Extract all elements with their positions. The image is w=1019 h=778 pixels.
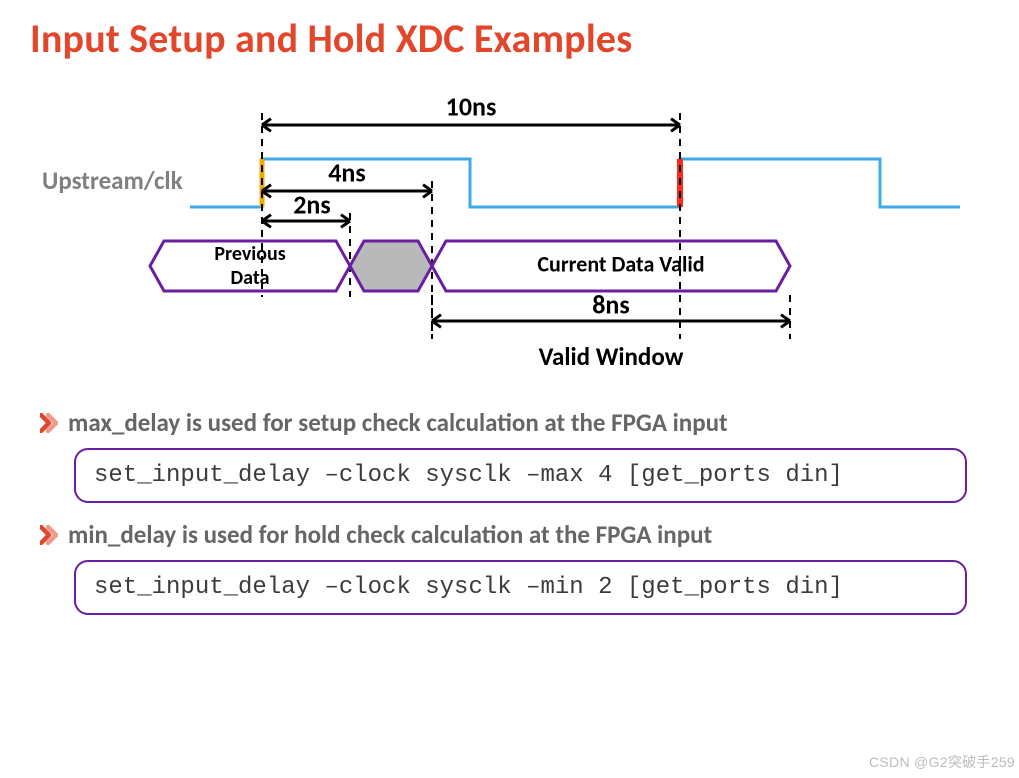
code-box-min: set_input_delay –clock sysclk –min 2 [ge… bbox=[74, 560, 967, 615]
svg-text:10ns: 10ns bbox=[446, 90, 497, 122]
bullet-text: max_delay is used for setup check calcul… bbox=[68, 407, 728, 438]
chevron-right-icon bbox=[40, 525, 58, 545]
timing-diagram-svg: Upstream/clk 10ns 4ns2ns PreviousData Curren… bbox=[30, 79, 990, 389]
watermark: CSDN @G2突破手259 bbox=[869, 752, 1015, 772]
svg-text:2ns: 2ns bbox=[293, 188, 331, 220]
svg-text:Current Data Valid: Current Data Valid bbox=[537, 250, 704, 277]
chevron-right-icon bbox=[40, 413, 58, 433]
code-box-max: set_input_delay –clock sysclk –max 4 [ge… bbox=[74, 448, 967, 503]
svg-text:4ns: 4ns bbox=[328, 156, 366, 188]
svg-text:Previous: Previous bbox=[214, 242, 285, 266]
page: Input Setup and Hold XDC Examples Upstre… bbox=[0, 0, 1019, 778]
timing-diagram: Upstream/clk 10ns 4ns2ns PreviousData Curren… bbox=[30, 79, 991, 389]
svg-text:8ns: 8ns bbox=[592, 288, 630, 320]
svg-text:Upstream/clk: Upstream/clk bbox=[42, 165, 183, 196]
svg-text:Valid Window: Valid Window bbox=[539, 341, 684, 372]
bullet-min-delay: min_delay is used for hold check calcula… bbox=[40, 519, 991, 550]
bullet-max-delay: max_delay is used for setup check calcul… bbox=[40, 407, 991, 438]
bullet-text: min_delay is used for hold check calcula… bbox=[68, 519, 712, 550]
page-title: Input Setup and Hold XDC Examples bbox=[30, 14, 991, 63]
svg-text:Data: Data bbox=[231, 266, 270, 290]
